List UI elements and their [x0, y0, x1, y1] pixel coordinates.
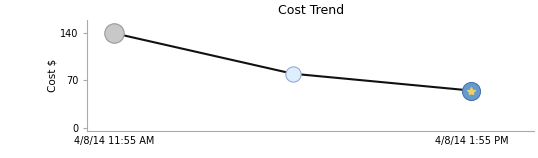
- Title: Cost Trend: Cost Trend: [278, 4, 344, 17]
- Y-axis label: Cost $: Cost $: [47, 59, 57, 92]
